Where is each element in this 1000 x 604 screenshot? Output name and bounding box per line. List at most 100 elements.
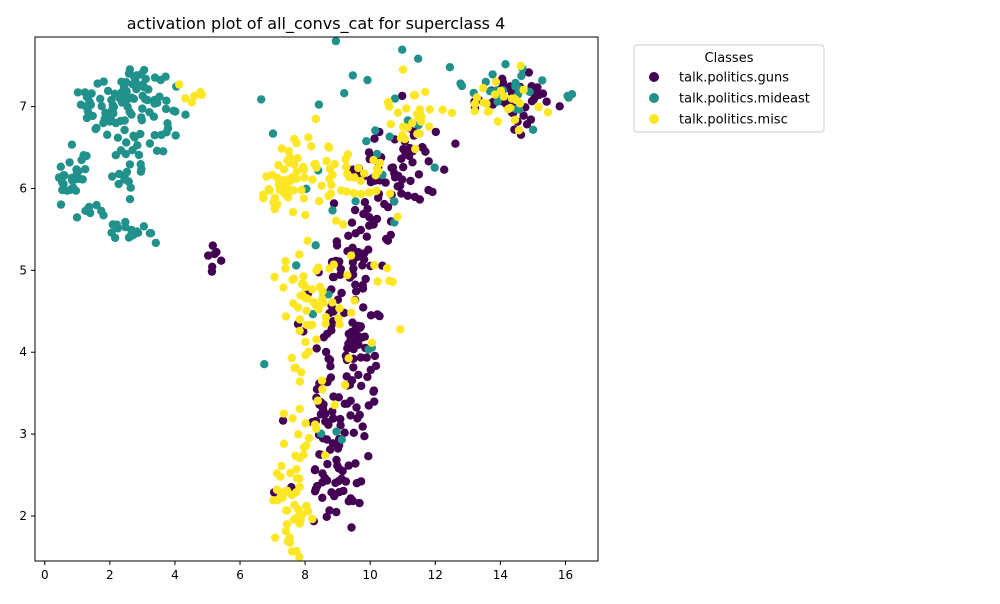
data-point-series-2: [350, 296, 359, 305]
data-point-series-1: [372, 149, 382, 159]
data-point-series-2: [341, 155, 350, 164]
data-point-series-2: [285, 533, 294, 542]
data-point-series-2: [294, 430, 303, 439]
data-point-series-2: [272, 469, 282, 478]
data-point-series-1: [75, 174, 84, 184]
data-point-series-2: [321, 319, 330, 328]
data-point-series-1: [121, 149, 130, 159]
data-point-series-2: [402, 104, 411, 113]
data-point-series-1: [108, 172, 117, 181]
data-point-series-1: [56, 200, 66, 209]
data-point-series-2: [373, 277, 382, 286]
data-point-series-2: [357, 189, 366, 199]
y-axis: 2 3 4 5 6 7: [19, 100, 35, 523]
data-point-series-2: [349, 189, 359, 198]
data-point-series-2: [299, 194, 308, 203]
data-point-series-2: [301, 210, 310, 220]
data-point-series-2: [386, 120, 395, 129]
data-point-series-0: [370, 351, 380, 361]
data-point-series-2: [490, 90, 500, 99]
data-point-series-2: [317, 181, 326, 190]
data-point-series-2: [297, 185, 306, 195]
chart-title: activation plot of all_convs_cat for sup…: [127, 14, 506, 34]
data-point-series-1: [121, 222, 130, 232]
data-point-series-0: [364, 148, 374, 157]
data-point-series-0: [363, 372, 372, 382]
data-point-series-0: [312, 344, 321, 353]
data-point-series-1: [107, 228, 116, 237]
data-point-series-1: [145, 139, 155, 148]
data-point-series-2: [287, 353, 296, 363]
data-point-series-0: [340, 428, 349, 437]
data-point-series-2: [296, 291, 305, 300]
data-point-series-2: [287, 186, 297, 195]
data-point-series-2: [403, 123, 412, 132]
data-point-series-1: [103, 86, 113, 96]
data-point-series-2: [190, 91, 199, 101]
data-point-series-1: [260, 360, 269, 369]
data-points: [54, 36, 577, 562]
data-point-series-2: [269, 496, 278, 505]
x-axis: 0 2 4 6 8 10 12 14 16: [41, 561, 573, 582]
data-point-series-1: [138, 104, 147, 113]
data-point-series-2: [372, 186, 381, 195]
data-point-series-0: [212, 247, 221, 257]
data-point-series-0: [349, 344, 358, 354]
data-point-series-1: [159, 147, 168, 156]
data-point-series-0: [351, 229, 360, 238]
data-point-series-2: [304, 433, 314, 443]
legend-label: talk.politics.misc: [679, 113, 788, 128]
x-tick-label: 16: [558, 568, 573, 582]
data-point-series-2: [321, 313, 331, 322]
legend-title: Classes: [705, 51, 754, 66]
x-tick-label: 0: [41, 568, 49, 582]
data-point-series-2: [279, 409, 288, 418]
data-point-series-1: [348, 71, 357, 80]
data-point-series-1: [161, 72, 170, 81]
data-point-series-2: [307, 142, 316, 151]
data-point-series-2: [281, 264, 290, 273]
data-point-series-1: [116, 116, 125, 126]
data-point-series-2: [288, 275, 297, 284]
data-point-series-2: [270, 272, 279, 282]
data-point-series-0: [332, 507, 341, 517]
data-point-series-0: [347, 218, 357, 227]
data-point-series-2: [327, 180, 336, 190]
data-point-series-0: [340, 399, 349, 408]
data-point-series-1: [122, 138, 131, 147]
data-point-series-2: [369, 155, 378, 165]
plot-frame: [34, 36, 599, 562]
data-point-series-2: [295, 474, 304, 483]
data-point-series-0: [360, 332, 369, 341]
data-point-series-1: [567, 90, 577, 99]
x-tick-label: 14: [493, 568, 508, 582]
data-point-series-1: [72, 213, 82, 222]
data-point-series-2: [393, 212, 402, 221]
data-point-series-0: [390, 173, 400, 182]
data-point-series-2: [335, 304, 344, 313]
data-point-series-1: [129, 94, 139, 104]
data-point-series-0: [364, 452, 373, 461]
data-point-series-1: [139, 222, 149, 231]
data-point-series-2: [279, 439, 289, 448]
data-point-series-1: [517, 71, 526, 81]
data-point-series-2: [295, 552, 304, 562]
data-point-series-0: [351, 459, 360, 468]
data-point-series-1: [351, 197, 360, 206]
data-point-series-0: [318, 493, 327, 502]
data-point-series-2: [396, 325, 405, 334]
data-point-series-2: [393, 108, 403, 117]
data-point-series-1: [67, 140, 77, 149]
data-point-series-0: [354, 370, 363, 380]
data-point-series-2: [302, 306, 311, 315]
data-point-series-1: [91, 124, 100, 134]
data-point-series-2: [330, 400, 339, 410]
data-point-series-2: [318, 294, 327, 303]
data-point-series-2: [331, 216, 341, 225]
data-point-series-0: [424, 185, 433, 195]
legend-label: talk.politics.mideast: [679, 92, 810, 107]
data-point-series-1: [107, 95, 116, 105]
data-point-series-1: [62, 186, 72, 195]
data-point-series-2: [281, 526, 291, 536]
data-point-series-2: [398, 65, 408, 74]
